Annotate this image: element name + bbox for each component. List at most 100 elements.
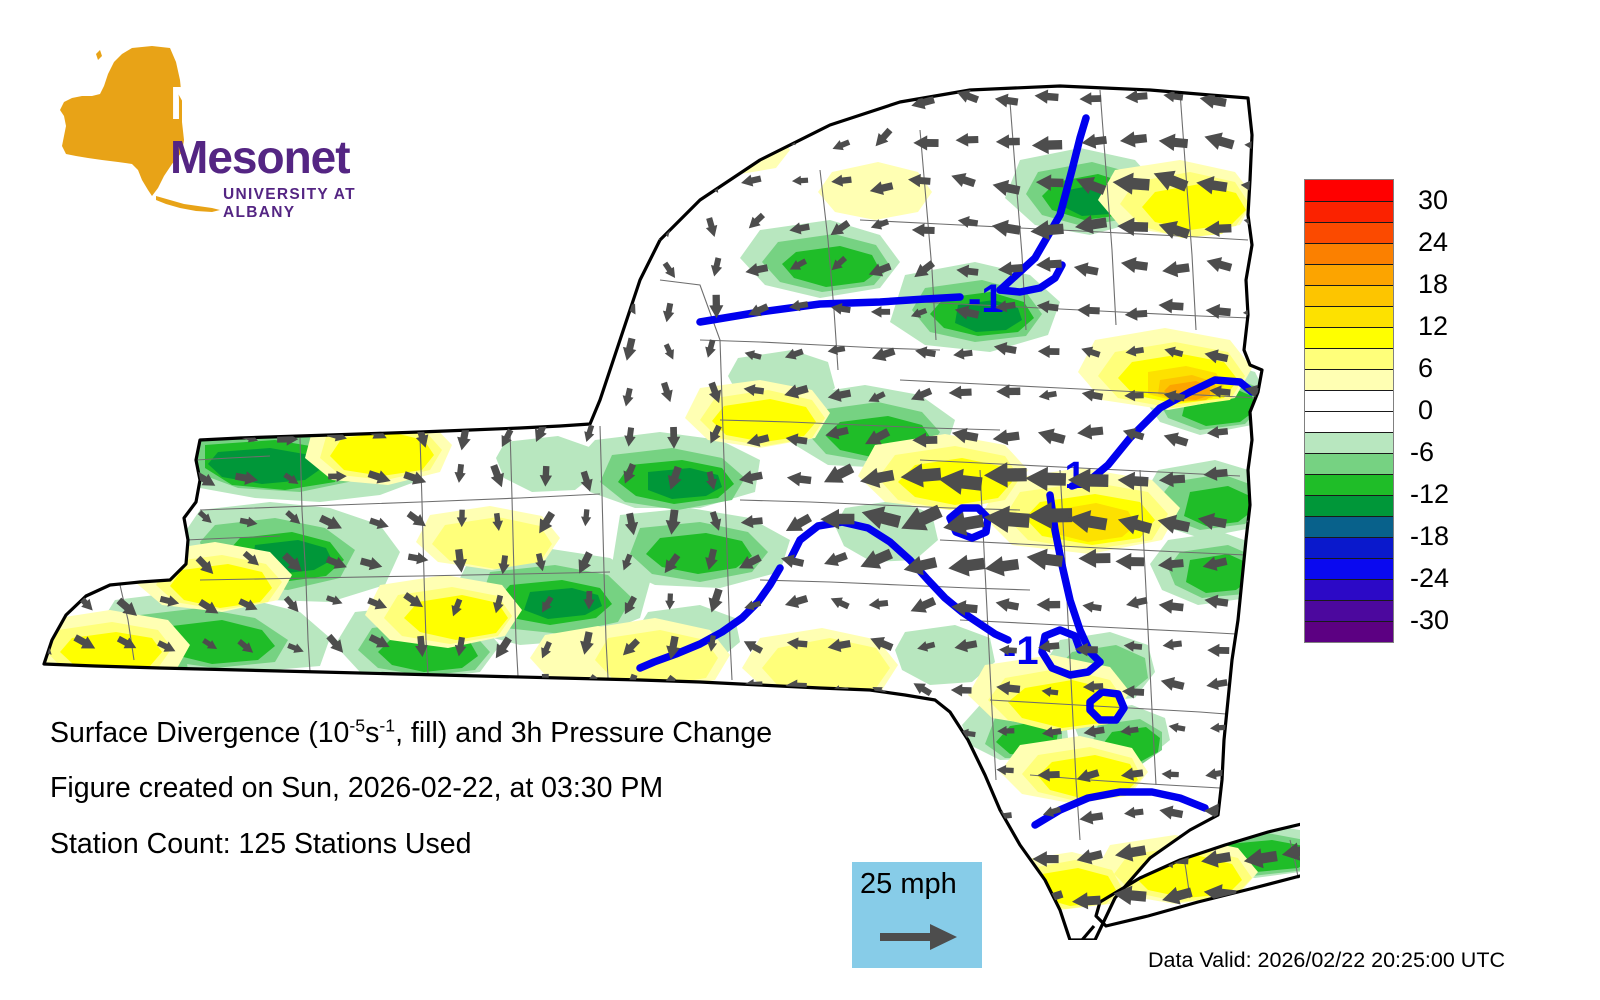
- caption-block: Surface Divergence (10-5s-1, fill) and 3…: [50, 717, 950, 884]
- wind-vector-arrow: [823, 463, 855, 483]
- wind-vector-arrow: [959, 809, 977, 820]
- wind-vector-arrow: [868, 391, 886, 403]
- wind-vector-arrow: [404, 223, 426, 237]
- wind-vector-arrow: [44, 385, 52, 400]
- wind-vector-arrow: [325, 257, 346, 270]
- wind-vector-arrow: [624, 595, 637, 615]
- wind-vector-arrow: [705, 548, 718, 571]
- wind-vector-arrow: [741, 174, 762, 187]
- wind-vector-arrow: [154, 473, 173, 488]
- wind-vector-arrow: [157, 132, 174, 146]
- wind-vector-arrow: [911, 223, 935, 238]
- wind-vector-arrow: [76, 474, 93, 486]
- wind-vector-arrow: [73, 634, 96, 649]
- wind-vector-arrow: [1120, 257, 1149, 273]
- wind-vector-arrow: [318, 514, 342, 530]
- wind-vector-arrow: [109, 384, 132, 398]
- wind-vector-arrow: [860, 548, 894, 569]
- wind-vector-arrow: [283, 595, 299, 613]
- wind-vector-arrow: [707, 135, 718, 154]
- wind-vector-arrow: [199, 179, 219, 191]
- wind-vector-arrow: [626, 89, 637, 106]
- nys-mesonet-logo: NYSMesonet UNIVERSITY AT ALBANY: [52, 40, 397, 221]
- wind-vector-arrow: [709, 510, 722, 531]
- wind-vector-arrow: [706, 470, 718, 491]
- wind-vector-arrow: [454, 133, 468, 157]
- wind-vector-arrow: [326, 633, 344, 653]
- wind-vector-arrow: [198, 599, 219, 614]
- wind-vector-arrow: [742, 135, 762, 148]
- wind-vector-arrow: [831, 255, 848, 271]
- wind-vector-arrow: [1241, 890, 1281, 914]
- wind-vector-arrow: [44, 426, 49, 440]
- wind-vector-arrow: [622, 337, 637, 361]
- divergence-map: -1 -1 -1: [0, 40, 1300, 940]
- wind-vector-arrow: [74, 221, 97, 235]
- wind-vector-arrow: [542, 595, 554, 613]
- wind-vector-arrow: [1199, 92, 1227, 109]
- wind-vector-arrow: [1206, 257, 1233, 272]
- wind-vector-arrow: [1075, 642, 1098, 657]
- wind-vector-arrow: [913, 683, 933, 697]
- wind-vector-arrow: [1038, 389, 1057, 401]
- wind-vector-arrow: [1077, 303, 1100, 318]
- colorbar-band: [1305, 201, 1393, 222]
- wind-vector-arrow: [576, 257, 593, 277]
- wind-vector-arrow: [1157, 556, 1184, 572]
- wind-vector-arrow: [490, 464, 504, 488]
- wind-vector-arrow: [1206, 677, 1228, 691]
- wind-vector-arrow: [1247, 90, 1270, 104]
- wind-vector-arrow: [948, 554, 986, 577]
- wind-vector-arrow: [1281, 842, 1300, 861]
- wind-vector-arrow: [951, 600, 978, 616]
- wind-vector-arrow: [664, 553, 681, 574]
- wind-vector-arrow: [327, 348, 349, 361]
- wind-vector-arrow: [1244, 342, 1267, 356]
- wind-vector-arrow: [153, 92, 171, 105]
- wind-vector-arrow: [1168, 722, 1186, 733]
- wind-vector-arrow: [112, 177, 136, 192]
- wind-vector-arrow: [108, 132, 133, 147]
- wind-vector-arrow: [410, 678, 427, 695]
- wind-vector-arrow: [360, 175, 384, 190]
- wind-vector-arrow: [578, 214, 592, 237]
- wind-vector-arrow: [114, 516, 137, 530]
- wind-vector-arrow: [326, 91, 343, 108]
- wind-vector-arrow: [992, 429, 1020, 446]
- colorbar-tick-label: -6: [1410, 437, 1435, 467]
- logo-mesonet-text: Mesonet: [170, 131, 351, 183]
- wind-vector-arrow: [786, 471, 812, 487]
- wind-vector-arrow: [782, 90, 805, 104]
- wind-vector-arrow: [539, 465, 553, 487]
- wind-vector-arrow: [956, 264, 979, 278]
- wind-vector-arrow: [910, 387, 933, 401]
- wind-vector-arrow: [492, 512, 504, 531]
- wind-vector-arrow: [1117, 217, 1149, 236]
- wind-vector-arrow: [1082, 601, 1102, 613]
- wind-vector-arrow: [983, 462, 1027, 488]
- wind-vector-arrow: [1083, 725, 1105, 738]
- wind-vector-arrow: [825, 425, 849, 440]
- wind-vector-arrow: [789, 258, 808, 270]
- wind-vector-arrow: [44, 222, 54, 234]
- wind-vector-arrow: [785, 433, 808, 447]
- wind-vector-arrow: [1117, 514, 1153, 535]
- wind-vector-arrow: [1205, 303, 1231, 319]
- wind-vector-arrow: [1291, 387, 1300, 398]
- wind-vector-arrow: [666, 635, 681, 660]
- wind-vector-arrow: [410, 174, 428, 185]
- wind-vector-arrow: [403, 592, 424, 608]
- wind-vector-arrow: [1163, 90, 1184, 103]
- wind-vector-arrow: [995, 134, 1020, 149]
- wind-vector-arrow: [820, 508, 855, 530]
- wind-vector-arrow: [363, 884, 378, 903]
- wind-vector-arrow: [285, 260, 304, 271]
- wind-vector-arrow: [44, 511, 51, 525]
- wind-vector-arrow: [284, 135, 306, 153]
- colorbar-band: [1305, 558, 1393, 579]
- wind-vector-arrow: [415, 635, 428, 658]
- wind-vector-arrow: [1248, 262, 1276, 279]
- wind-vector-arrow: [581, 509, 592, 527]
- wind-vector-arrow: [954, 305, 980, 320]
